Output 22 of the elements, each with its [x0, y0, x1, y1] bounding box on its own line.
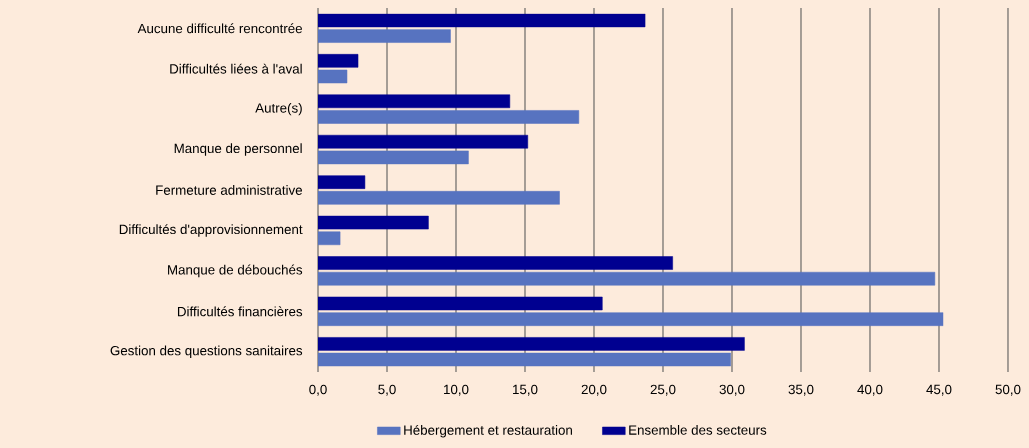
x-tick-label: 15,0	[513, 384, 538, 396]
y-tick-label: Manque de personnel	[174, 143, 302, 156]
x-tick-label: 0,0	[309, 384, 327, 396]
y-tick-label: Autre(s)	[255, 102, 302, 116]
y-tick-label: Difficultés liées à l'aval	[170, 63, 302, 74]
x-tick-label: 45,0	[926, 384, 952, 396]
x-tick-label: 35,0	[788, 384, 814, 396]
legend-label: Ensemble des secteurs	[629, 424, 767, 435]
x-tick-label: 20,0	[581, 384, 607, 396]
y-tick-label: Manque de débouchés	[168, 264, 303, 278]
y-tick-label: Difficultés financières	[177, 306, 303, 317]
y-tick-label: Aucune difficulté rencontrée	[137, 23, 302, 34]
x-tick-label: 40,0	[857, 384, 883, 396]
y-tick-label: Fermeture administrative	[156, 185, 302, 195]
y-tick-label: Gestion des questions sanitaires	[110, 345, 303, 358]
x-tick-label: 10,0	[444, 384, 469, 396]
x-tick-label: 30,0	[719, 384, 745, 396]
x-tick-label: 5,0	[378, 384, 396, 396]
x-tick-label: 50,0	[995, 384, 1021, 396]
x-tick-label: 25,0	[650, 384, 676, 396]
y-tick-label: Difficultés d'approvisionnement	[119, 224, 303, 237]
legend-label: Hébergement et restauration	[404, 424, 572, 438]
